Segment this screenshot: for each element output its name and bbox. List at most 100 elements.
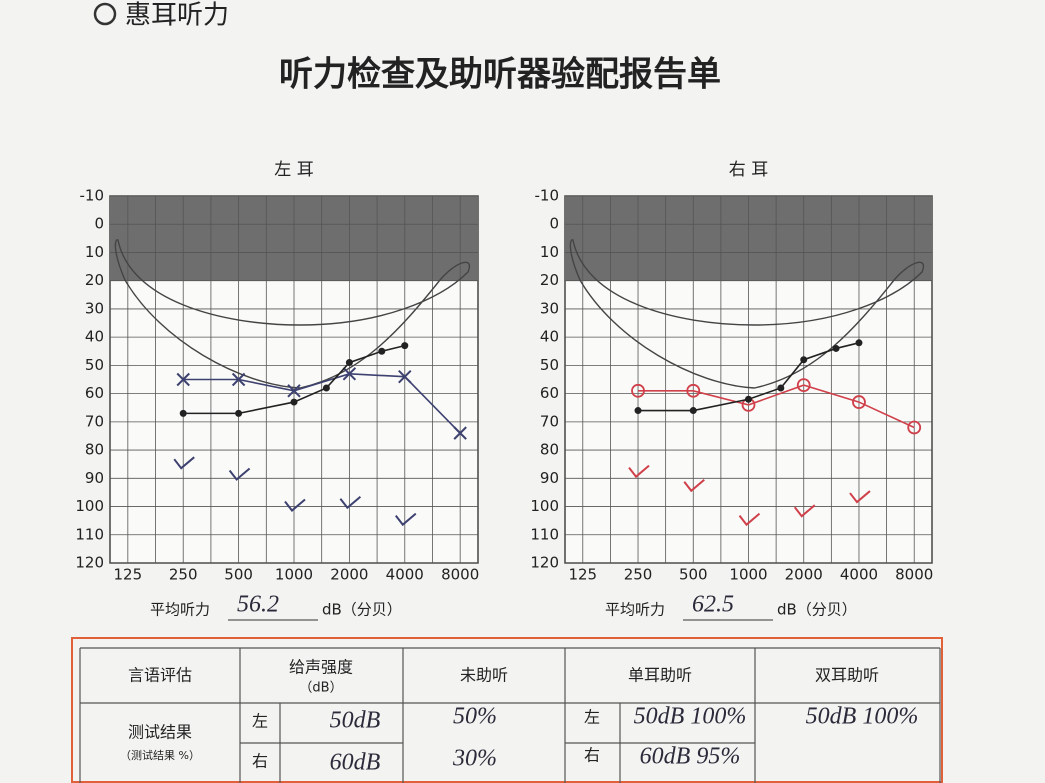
ear-title: 左 耳 — [274, 160, 313, 180]
result-label: 测试结果 — [128, 723, 192, 742]
x-tick-label: 4000 — [840, 566, 878, 584]
x-tick-label: 500 — [224, 566, 253, 584]
marker-x — [231, 372, 246, 387]
marker-dot — [855, 339, 863, 347]
marker-dot — [235, 409, 243, 417]
marker-dot — [401, 342, 409, 350]
marker-o — [852, 395, 866, 409]
marker-dot — [800, 356, 808, 364]
logo-icon — [93, 2, 117, 26]
y-tick-label: 30 — [540, 299, 559, 317]
marker-dot — [322, 384, 330, 392]
mono: 60dB 95% — [640, 744, 741, 770]
y-tick-label: 40 — [85, 328, 104, 346]
marker-o — [686, 383, 701, 398]
table-lines — [79, 647, 941, 783]
marker-dot — [832, 344, 840, 352]
y-tick-label: 120 — [75, 554, 104, 572]
audiogram: -10 0 10 20 30 40 50 60 70 80 90 100 110 120 125 250 500… — [530, 160, 933, 621]
x-tick-label: 8000 — [441, 566, 479, 584]
marker-dot — [378, 347, 386, 355]
marker-dot — [689, 407, 697, 415]
y-tick-label: 120 — [530, 554, 559, 572]
x-tick-label: 8000 — [895, 566, 933, 584]
x-tick-label: 500 — [679, 566, 708, 584]
average-label: 平均听力 — [605, 601, 665, 619]
x-tick-label: 4000 — [386, 566, 424, 584]
marker-o — [907, 420, 922, 435]
average-value: 62.5 — [692, 592, 734, 618]
marker-x — [398, 369, 412, 384]
mono: 50dB 100% — [634, 704, 747, 730]
intensity: 50dB — [330, 708, 381, 734]
speech-banana — [114, 239, 471, 389]
mono-side: 左 — [584, 708, 600, 727]
result-sub: （测试结果 %） — [120, 749, 200, 762]
marker-bone — [394, 512, 417, 527]
marker-bone — [173, 456, 195, 470]
y-tick-label: 80 — [540, 441, 559, 459]
marker-dot — [634, 407, 642, 415]
y-tick-label: 0 — [94, 215, 104, 233]
marker-bone — [339, 495, 362, 510]
y-tick-label: 20 — [85, 271, 104, 289]
marker-bone — [228, 467, 251, 481]
average-value: 56.2 — [237, 592, 279, 618]
x-tick-label: 250 — [169, 566, 198, 584]
intensity-header: 给声强度 — [289, 658, 353, 677]
y-tick-label: 80 — [85, 441, 104, 459]
y-tick-label: 40 — [540, 328, 559, 346]
ear-title: 右 耳 — [729, 160, 768, 180]
y-tick-label: 110 — [530, 525, 559, 543]
y-tick-label: -10 — [535, 187, 560, 205]
marker-dot — [345, 359, 353, 367]
marker-bone — [683, 479, 705, 493]
y-tick-label: 50 — [540, 356, 559, 374]
y-tick-label: 0 — [549, 215, 559, 233]
x-tick-label: 125 — [568, 566, 597, 584]
intensity: 60dB — [330, 750, 381, 776]
average-label: 平均听力 — [150, 601, 210, 619]
marker-dot — [179, 409, 187, 417]
series-line — [183, 373, 461, 434]
marker-bone — [284, 498, 306, 512]
marker-dot — [777, 384, 785, 392]
x-tick-label: 2000 — [330, 566, 368, 584]
y-tick-label: 30 — [85, 299, 104, 317]
binaural: 50dB 100% — [806, 704, 919, 730]
y-tick-label: 90 — [540, 469, 559, 487]
marker-bone — [849, 490, 871, 504]
y-tick-label: 20 — [540, 271, 559, 289]
marker-x — [453, 426, 467, 440]
average-unit: dB（分贝） — [322, 601, 402, 619]
x-tick-label: 250 — [624, 566, 653, 584]
marker-dot — [745, 395, 752, 403]
marker-o — [631, 383, 645, 398]
intensity-unit: （dB） — [299, 681, 342, 696]
side: 右 — [252, 752, 268, 771]
report-title: 听力检查及助听器验配报告单 — [279, 55, 721, 95]
x-tick-label: 1000 — [729, 566, 767, 584]
marker-bone — [738, 512, 761, 527]
y-tick-label: 90 — [85, 469, 104, 487]
series-line — [638, 384, 915, 429]
table-corner: 言语评估 — [128, 666, 192, 685]
y-tick-label: 10 — [85, 243, 104, 261]
marker-x — [342, 367, 357, 381]
y-tick-label: 50 — [85, 356, 104, 374]
y-tick-label: 60 — [85, 384, 104, 402]
speech-table: 言语评估 测试结果 （测试结果 %） 给声强度 （dB） 未助听 单耳助听 双耳… — [71, 637, 943, 783]
x-tick-label: 125 — [114, 566, 143, 584]
x-tick-label: 1000 — [275, 566, 313, 584]
logo: 惠耳听力 — [125, 1, 229, 31]
y-tick-label: 100 — [530, 497, 559, 515]
marker-bone — [628, 464, 650, 479]
marker-bone — [793, 504, 816, 518]
y-tick-label: 70 — [540, 412, 559, 430]
marker-dot — [290, 398, 298, 406]
unaided: 50% — [453, 704, 497, 730]
y-tick-label: 70 — [85, 412, 104, 430]
binaural-header: 双耳助听 — [815, 666, 879, 685]
x-tick-label: 2000 — [785, 566, 823, 584]
